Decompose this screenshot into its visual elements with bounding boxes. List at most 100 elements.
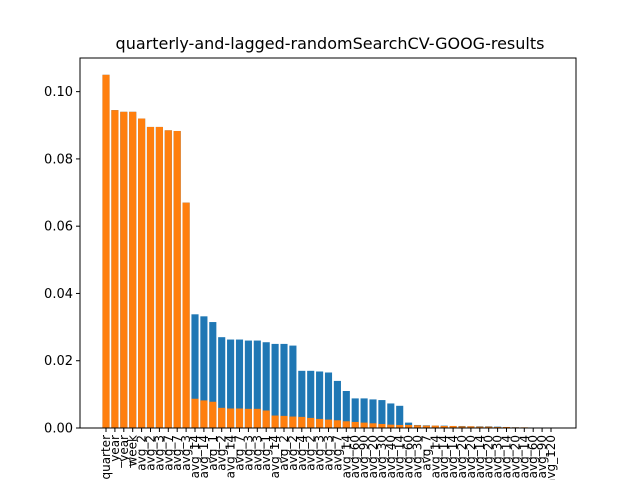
x-tick-label-10: avg_14 xyxy=(188,435,202,478)
x-tick-label-41: avg_20 xyxy=(464,435,478,478)
bar-series2-26 xyxy=(333,420,341,428)
x-tick-label-5: avg_2 xyxy=(144,435,158,471)
bar-series1-24 xyxy=(316,371,324,428)
x-tick-label-22: avg_4 xyxy=(295,435,309,471)
bar-series2-21 xyxy=(289,416,297,428)
bar-series1-17 xyxy=(253,340,261,428)
x-tick-label-4: avg_2 xyxy=(135,435,149,471)
x-tick-label-1: _year xyxy=(108,435,122,469)
bar-series2-34 xyxy=(405,424,413,428)
bar-series2-9 xyxy=(182,202,190,428)
bar-series2-16 xyxy=(244,408,252,428)
x-tick-label-18: avg_1 xyxy=(259,435,273,471)
x-tick-label-33: avg_14 xyxy=(393,435,407,478)
x-tick-label-23: avg_2 xyxy=(304,435,318,471)
bar-series1-16 xyxy=(244,340,252,428)
bar-series1-30 xyxy=(369,399,377,428)
bar-series2-11 xyxy=(200,400,208,428)
bar-series1-31 xyxy=(378,400,386,428)
x-tick-label-30: avg_20 xyxy=(366,435,380,478)
x-tick-label-39: avg_14 xyxy=(446,435,460,478)
y-tick-label-3: 0.06 xyxy=(44,220,73,235)
x-tick-label-16: avg_3 xyxy=(241,435,255,471)
x-tick-label-0: quarter xyxy=(99,435,113,480)
bar-series1-18 xyxy=(262,342,270,428)
x-tick-label-14: avg_14 xyxy=(224,435,238,478)
y-tick-label-2: 0.04 xyxy=(44,287,73,302)
x-tick-label-17: avg_3 xyxy=(250,435,264,471)
bar-series2-18 xyxy=(262,410,270,428)
bars-group xyxy=(102,74,555,429)
bar-series2-37 xyxy=(431,425,439,428)
y-tick-label-4: 0.08 xyxy=(44,152,73,167)
x-tick-label-25: avg_3 xyxy=(322,435,336,471)
bar-series2-22 xyxy=(298,416,306,428)
y-tick-label-5: 0.10 xyxy=(44,85,73,100)
plot-frame xyxy=(79,57,577,429)
bar-series2-36 xyxy=(422,425,430,428)
bar-series2-45 xyxy=(502,426,511,428)
bar-series1-23 xyxy=(307,370,315,428)
x-tick-label-31: avg_30 xyxy=(375,435,389,478)
bar-series2-38 xyxy=(440,425,448,428)
bar-series2-2 xyxy=(120,111,128,428)
x-tick-label-2: _year xyxy=(117,435,131,469)
bar-series2-20 xyxy=(280,415,288,428)
bar-series2-40 xyxy=(458,426,466,428)
bar-series2-24 xyxy=(316,418,324,428)
x-tick-label-20: avg_2 xyxy=(277,435,291,471)
bar-series1-11 xyxy=(200,316,208,428)
x-tick-label-36: avg_7 xyxy=(419,435,433,471)
bar-series1-27 xyxy=(342,391,350,428)
bar-series2-44 xyxy=(494,426,502,428)
x-tick-label-15: avg_7 xyxy=(233,435,247,471)
x-tick-label-44: avg_30 xyxy=(491,435,505,478)
x-tick-label-43: avg_20 xyxy=(482,435,496,478)
x-tick-label-37: avg_14 xyxy=(428,435,442,478)
bar-series2-14 xyxy=(227,408,235,428)
bar-series1-26 xyxy=(333,380,341,428)
x-tick-label-27: avg_14 xyxy=(339,435,353,478)
x-tick-label-34: avg_60 xyxy=(402,435,416,478)
bar-series2-17 xyxy=(253,408,261,428)
bar-series2-27 xyxy=(342,421,350,428)
bar-series2-25 xyxy=(324,419,333,428)
x-tick-label-8: avg_7 xyxy=(170,435,184,471)
bar-series2-12 xyxy=(209,401,217,428)
bar-series2-28 xyxy=(351,421,359,428)
bar-series1-19 xyxy=(271,343,279,428)
bar-series2-8 xyxy=(173,130,181,429)
bar-series2-42 xyxy=(476,426,484,428)
chart-title: quarterly-and-lagged-randomSearchCV-GOOG… xyxy=(116,34,545,53)
bar-series2-39 xyxy=(449,425,457,428)
bar-series1-20 xyxy=(280,343,288,428)
bar-series2-29 xyxy=(360,422,368,428)
bar-series2-7 xyxy=(164,130,172,428)
x-tick-label-7: avg_7 xyxy=(161,435,175,471)
bar-series2-30 xyxy=(369,423,377,428)
x-tick-label-24: avg_3 xyxy=(313,435,327,471)
x-tick-label-21: avg_2 xyxy=(286,435,300,471)
x-tick-label-9: avg_3 xyxy=(179,435,193,471)
bar-series1-10 xyxy=(191,314,199,428)
x-tick-label-29: avg_90 xyxy=(357,435,371,478)
y-tick-label-1: 0.02 xyxy=(44,354,73,369)
bar-series2-35 xyxy=(413,425,422,428)
bar-series2-3 xyxy=(129,111,137,428)
y-axis: 0.00 0.02 0.04 0.06 0.08 0.10 xyxy=(44,85,80,437)
x-tick-label-6: avg_3 xyxy=(152,435,166,471)
bar-series2-10 xyxy=(191,398,199,428)
x-tick-label-45: avg_14 xyxy=(500,435,514,478)
bar-series1-12 xyxy=(209,322,217,428)
bar-series2-0 xyxy=(102,74,110,428)
x-tick-label-48: avg_60 xyxy=(526,435,540,478)
bar-series1-22 xyxy=(298,370,306,428)
bar-series2-6 xyxy=(155,126,163,428)
bar-series1-13 xyxy=(218,337,226,428)
x-axis: quarter_year_yearweekavg_2avg_2avg_3avg_… xyxy=(99,428,558,480)
y-tick-label-0: 0.00 xyxy=(44,422,73,437)
bar-series2-41 xyxy=(467,426,475,428)
bar-series2-33 xyxy=(396,424,404,428)
bar-series1-29 xyxy=(360,398,368,428)
